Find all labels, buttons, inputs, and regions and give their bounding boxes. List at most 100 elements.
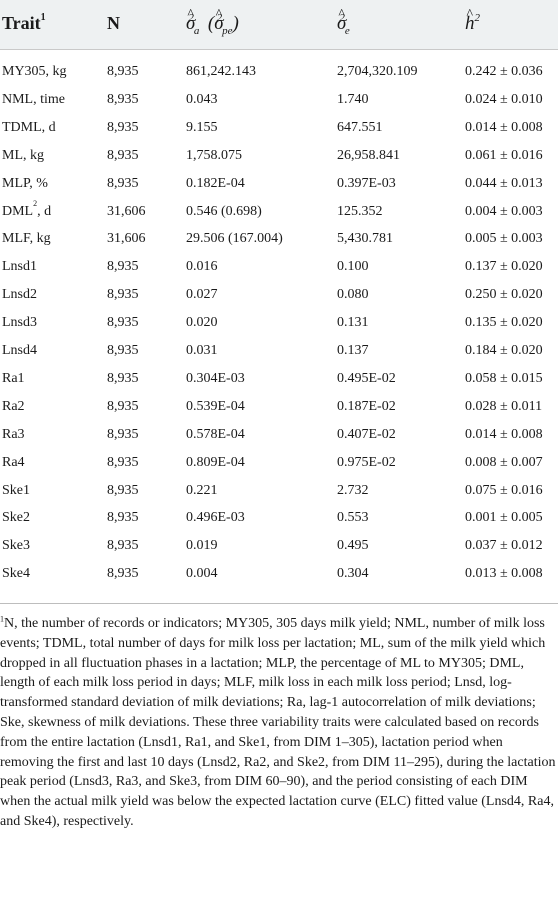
cell-genetic-variance: 0.043 (186, 91, 218, 107)
cell-genetic-variance: 0.004 (186, 566, 218, 582)
cell-n: 8,935 (107, 343, 139, 358)
cell-trait: Lnsd3 (2, 314, 37, 332)
cell-trait: MLP, % (2, 175, 48, 193)
cell-n: 8,935 (107, 426, 139, 442)
cell-residual-variance: 0.975E-02 (337, 454, 396, 470)
cell-trait: MLF, kg (2, 230, 51, 248)
cell-residual-variance: 0.304 (337, 566, 369, 582)
cell-heritability: 0.184 ± 0.020 (465, 343, 543, 358)
cell-heritability: 0.061 ± 0.016 (465, 147, 543, 163)
cell-genetic-variance: 0.031 (186, 343, 218, 358)
trait-name: DML (2, 203, 34, 219)
cell-genetic-variance: 861,242.143 (186, 64, 256, 79)
cell-trait: Ske4 (2, 565, 30, 583)
trait-name: MY305, kg (2, 64, 67, 79)
cell-trait: Ra1 (2, 370, 25, 388)
cell-heritability: 0.014 ± 0.008 (465, 119, 543, 135)
cell-n: 8,935 (107, 147, 139, 163)
trait-name: ML, kg (2, 147, 44, 163)
cell-residual-variance: 0.495E-02 (337, 370, 396, 386)
cell-residual-variance: 0.187E-02 (337, 398, 396, 414)
cell-genetic-variance: 0.304E-03 (186, 370, 245, 386)
cell-n: 8,935 (107, 482, 139, 498)
cell-heritability: 0.028 ± 0.011 (465, 398, 543, 414)
trait-name: Lnsd1 (2, 259, 37, 275)
cell-n: 8,935 (107, 119, 139, 135)
cell-trait: NML, time (2, 91, 65, 109)
cell-heritability: 0.004 ± 0.003 (465, 203, 543, 219)
cell-heritability: 0.242 ± 0.036 (465, 64, 543, 79)
cell-residual-variance: 647.551 (337, 119, 383, 135)
cell-trait: Lnsd2 (2, 286, 37, 304)
trait-name: Ra4 (2, 454, 25, 470)
cell-heritability: 0.044 ± 0.013 (465, 175, 543, 191)
cell-residual-variance: 5,430.781 (337, 231, 393, 247)
cell-residual-variance: 2,704,320.109 (337, 64, 418, 79)
header-residual-variance: ^ σ2e (337, 7, 350, 37)
cell-trait: MY305, kg (2, 63, 67, 81)
cell-residual-variance: 0.080 (337, 287, 369, 303)
header-genetic-variance: ^ σ2a (^ σ2pe) (186, 7, 239, 37)
cell-residual-variance: 0.100 (337, 259, 369, 275)
trait-name: Lnsd3 (2, 315, 37, 331)
cell-trait: Lnsd4 (2, 342, 37, 360)
cell-n: 8,935 (107, 287, 139, 303)
cell-heritability: 0.014 ± 0.008 (465, 426, 543, 442)
cell-residual-variance: 26,958.841 (337, 147, 400, 163)
cell-n: 31,606 (107, 231, 146, 247)
cell-n: 8,935 (107, 175, 139, 191)
footnote-text: N, the number of records or indicators; … (0, 616, 556, 829)
trait-name: NML, time (2, 91, 65, 107)
cell-trait: Ra2 (2, 398, 25, 416)
cell-n: 8,935 (107, 315, 139, 331)
cell-n: 8,935 (107, 454, 139, 470)
cell-genetic-variance: 0.027 (186, 287, 218, 303)
cell-heritability: 0.024 ± 0.010 (465, 91, 543, 107)
header-trait-footnote-marker: 1 (40, 12, 46, 23)
table-header: Trait1 N ^ σ2a (^ σ2pe) ^ σ2e ^ h2 (0, 0, 558, 50)
cell-heritability: 0.137 ± 0.020 (465, 259, 543, 275)
cell-trait: TDML, d (2, 119, 56, 137)
cell-genetic-variance: 0.539E-04 (186, 398, 245, 414)
cell-residual-variance: 0.131 (337, 315, 369, 331)
trait-name: MLF, kg (2, 231, 51, 247)
h-hat-symbol: ^ h (465, 7, 475, 34)
cell-trait: Ske3 (2, 537, 30, 555)
cell-heritability: 0.005 ± 0.003 (465, 231, 543, 247)
sigma-pe-symbol: ^ σ (214, 7, 224, 34)
sigma-a-symbol: ^ σ (186, 7, 196, 34)
trait-footnote-marker: 2 (33, 198, 38, 208)
cell-residual-variance: 2.732 (337, 482, 369, 498)
trait-name: Ra2 (2, 398, 25, 414)
cell-n: 8,935 (107, 259, 139, 275)
cell-heritability: 0.075 ± 0.016 (465, 482, 543, 498)
trait-name: MLP, % (2, 175, 48, 191)
cell-residual-variance: 0.553 (337, 510, 369, 526)
table-bottom-rule (0, 603, 558, 604)
cell-genetic-variance: 0.578E-04 (186, 426, 245, 442)
trait-name: Ske1 (2, 482, 30, 498)
cell-heritability: 0.058 ± 0.015 (465, 370, 543, 386)
cell-heritability: 0.135 ± 0.020 (465, 315, 543, 331)
footnote-marker: 1 (0, 614, 4, 624)
trait-name: Ra3 (2, 426, 25, 442)
trait-name: Lnsd4 (2, 343, 37, 358)
cell-n: 31,606 (107, 203, 146, 219)
cell-genetic-variance: 9.155 (186, 119, 218, 135)
cell-trait: Ske2 (2, 509, 30, 527)
trait-name: TDML, d (2, 119, 56, 135)
cell-residual-variance: 0.137 (337, 343, 369, 358)
header-heritability: ^ h2 (465, 7, 480, 34)
cell-heritability: 0.001 ± 0.005 (465, 510, 543, 526)
header-trait-label: Trait (2, 13, 41, 33)
cell-heritability: 0.037 ± 0.012 (465, 538, 543, 554)
cell-genetic-variance: 0.809E-04 (186, 454, 245, 470)
cell-genetic-variance: 29.506 (167.004) (186, 231, 283, 247)
cell-genetic-variance: 0.019 (186, 538, 218, 554)
trait-unit: , d (37, 203, 52, 219)
trait-name: Lnsd2 (2, 287, 37, 303)
cell-genetic-variance: 0.496E-03 (186, 510, 245, 526)
cell-n: 8,935 (107, 370, 139, 386)
cell-heritability: 0.250 ± 0.020 (465, 287, 543, 303)
